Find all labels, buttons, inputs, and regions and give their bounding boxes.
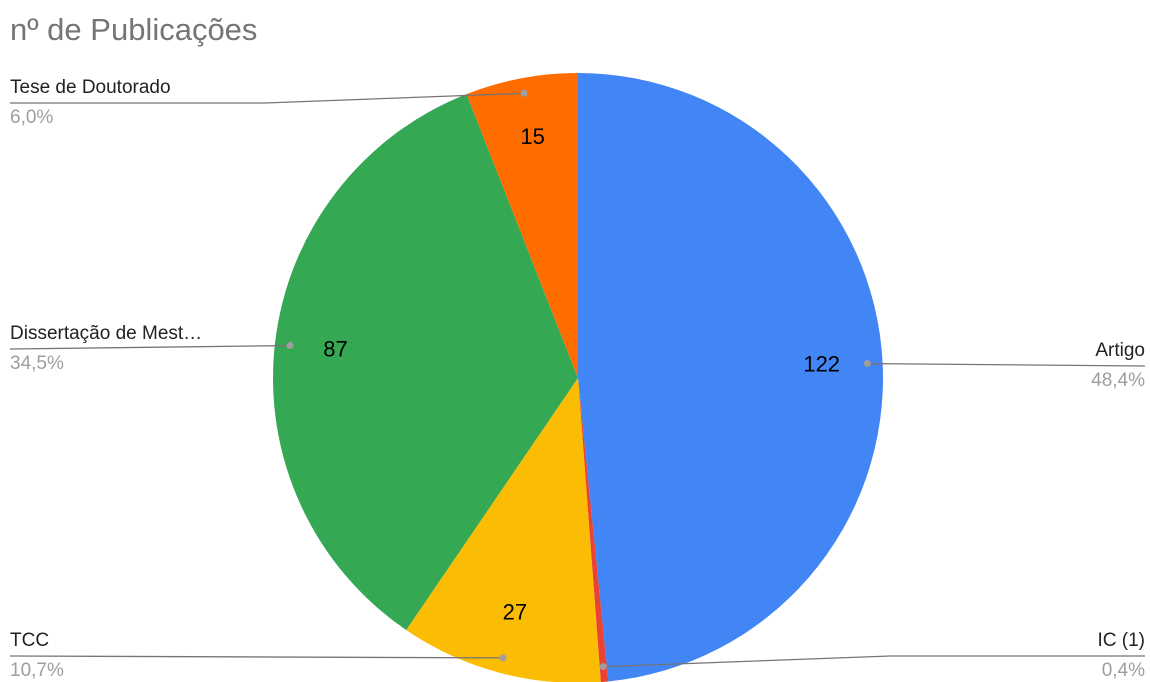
- leader-dot: [520, 89, 528, 97]
- legend-label: Tese de Doutorado: [10, 77, 171, 98]
- chart-title: nº de Publicações: [10, 12, 257, 47]
- data-label: 87: [323, 336, 347, 361]
- leader-line: [867, 362, 1146, 367]
- leader-dot: [286, 342, 294, 350]
- data-label: 15: [520, 124, 544, 149]
- leader-dot: [863, 360, 871, 368]
- data-label: 27: [503, 599, 527, 624]
- pie-slice: [578, 73, 884, 682]
- data-label: 122: [803, 352, 840, 377]
- leader-line: [9, 655, 504, 659]
- legend-label: TCC: [10, 630, 49, 651]
- percent-label: 48,4%: [1091, 370, 1145, 391]
- leader-dot: [499, 654, 507, 662]
- leader-dot: [599, 663, 607, 671]
- pie-slice: [273, 94, 578, 631]
- leader-line: [9, 344, 291, 350]
- leader-line: [10, 92, 525, 104]
- legend-label: IC (1): [1098, 630, 1146, 651]
- percent-label: 34,5%: [10, 353, 64, 374]
- pie-slice: [406, 378, 601, 682]
- percent-label: 0,4%: [1102, 660, 1145, 681]
- legend-label: Artigo: [1095, 340, 1145, 361]
- legend-label: Dissertação de Mest…: [10, 323, 202, 344]
- percent-label: 6,0%: [10, 107, 53, 128]
- pie-slice: [578, 378, 609, 682]
- percent-label: 10,7%: [10, 660, 64, 681]
- pie-slice: [466, 73, 578, 378]
- leader-line: [603, 655, 1145, 668]
